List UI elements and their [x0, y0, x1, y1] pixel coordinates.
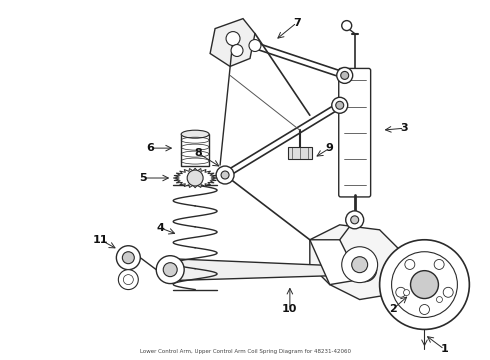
Polygon shape — [310, 240, 360, 285]
Polygon shape — [181, 134, 209, 166]
Text: 8: 8 — [194, 148, 202, 158]
Circle shape — [116, 246, 140, 270]
Circle shape — [123, 275, 133, 285]
Circle shape — [332, 97, 348, 113]
Circle shape — [122, 252, 134, 264]
Text: 9: 9 — [326, 143, 334, 153]
Circle shape — [404, 289, 410, 296]
Circle shape — [156, 256, 184, 284]
Circle shape — [396, 287, 406, 297]
Text: 2: 2 — [389, 305, 396, 315]
Polygon shape — [288, 147, 312, 159]
Circle shape — [119, 270, 138, 289]
Circle shape — [405, 260, 415, 269]
Circle shape — [437, 297, 442, 302]
Ellipse shape — [181, 130, 209, 138]
Circle shape — [351, 216, 359, 224]
Text: 7: 7 — [293, 18, 301, 28]
Text: 1: 1 — [441, 345, 448, 354]
Text: 4: 4 — [156, 223, 164, 233]
Circle shape — [346, 211, 364, 229]
Polygon shape — [170, 259, 365, 280]
Circle shape — [353, 258, 377, 282]
Circle shape — [342, 21, 352, 31]
Circle shape — [163, 263, 177, 276]
Circle shape — [392, 252, 457, 318]
Circle shape — [419, 305, 429, 315]
Text: 6: 6 — [147, 143, 154, 153]
Text: 10: 10 — [282, 305, 297, 315]
Text: 5: 5 — [140, 173, 147, 183]
Circle shape — [337, 67, 353, 84]
Circle shape — [187, 170, 203, 186]
Circle shape — [216, 166, 234, 184]
FancyBboxPatch shape — [339, 68, 370, 197]
Circle shape — [342, 247, 378, 283]
Circle shape — [341, 71, 349, 80]
Text: 3: 3 — [401, 123, 408, 133]
Polygon shape — [210, 19, 255, 67]
Circle shape — [443, 287, 453, 297]
Circle shape — [231, 45, 243, 57]
Circle shape — [434, 260, 444, 269]
Polygon shape — [173, 168, 217, 188]
Polygon shape — [310, 225, 405, 300]
Circle shape — [249, 40, 261, 51]
Circle shape — [380, 240, 469, 329]
Text: Lower Control Arm, Upper Control Arm Coil Spring Diagram for 48231-42060: Lower Control Arm, Upper Control Arm Coi… — [140, 349, 350, 354]
Circle shape — [221, 171, 229, 179]
Circle shape — [352, 257, 368, 273]
Circle shape — [336, 101, 343, 109]
Circle shape — [226, 32, 240, 45]
Circle shape — [411, 271, 439, 298]
Text: 11: 11 — [93, 235, 108, 245]
